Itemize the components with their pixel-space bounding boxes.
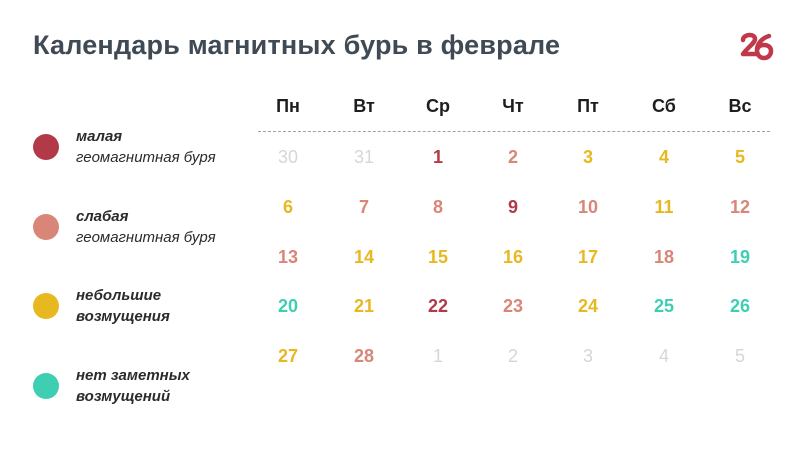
calendar-day: 17 [577, 247, 599, 267]
weak-storm-dot-icon [33, 214, 59, 240]
calendar-day: 8 [432, 197, 443, 217]
calendar-day: 21 [353, 296, 375, 316]
calendar-day: 12 [729, 197, 751, 217]
no-disturbances-dot-icon [33, 373, 59, 399]
weekday-tue: Вт [353, 96, 375, 116]
legend-item-weak-storm: слабая геомагнитная буря [33, 206, 253, 256]
calendar-day: 9 [507, 197, 518, 217]
calendar-day: 20 [277, 296, 299, 316]
page-title: Календарь магнитных бурь в феврале [33, 30, 561, 60]
calendar-day: 10 [577, 197, 599, 217]
legend-label: небольшие возмущения [76, 287, 170, 325]
calendar-day: 13 [277, 247, 299, 267]
calendar-day-other-month: 1 [432, 346, 443, 366]
weekday-mon: Пн [276, 96, 300, 116]
small-storm-dot-icon [33, 134, 59, 160]
legend-item-minor-disturbances: небольшие возмущения [33, 285, 253, 335]
weekday-wed: Ср [426, 96, 450, 116]
calendar-day: 26 [729, 296, 751, 316]
legend-label: нет заметных возмущений [76, 367, 190, 405]
calendar-day: 16 [502, 247, 524, 267]
legend-label: слабая геомагнитная буря [76, 208, 216, 246]
calendar-day-other-month: 5 [734, 346, 745, 366]
legend-item-small-storm: малая геомагнитная буря [33, 126, 253, 176]
header-divider [258, 131, 770, 132]
calendar-day: 5 [734, 147, 745, 167]
calendar-day: 22 [427, 296, 449, 316]
logo-26-icon [740, 32, 774, 61]
calendar-day: 3 [582, 147, 593, 167]
calendar-day: 19 [729, 247, 751, 267]
weekday-fri: Пт [577, 96, 599, 116]
calendar-day: 25 [653, 296, 675, 316]
calendar-day-other-month: 30 [277, 147, 299, 167]
calendar-day-other-month: 4 [658, 346, 669, 366]
calendar-day: 11 [654, 197, 674, 217]
minor-disturbances-dot-icon [33, 293, 59, 319]
calendar-day: 15 [427, 247, 449, 267]
calendar-day: 18 [653, 247, 675, 267]
calendar-day: 23 [502, 296, 524, 316]
calendar-day: 4 [658, 147, 669, 167]
legend-label: малая геомагнитная буря [76, 128, 216, 166]
calendar-day: 28 [353, 346, 375, 366]
calendar-day: 24 [577, 296, 599, 316]
calendar-day: 2 [507, 147, 518, 167]
calendar-day: 7 [358, 197, 369, 217]
weekday-sun: Вс [728, 96, 752, 116]
calendar-day: 27 [277, 346, 299, 366]
weekday-thu: Чт [502, 96, 524, 116]
legend-item-no-disturbances: нет заметных возмущений [33, 365, 253, 415]
calendar-day: 6 [282, 197, 293, 217]
calendar-day: 14 [353, 247, 375, 267]
weekday-header: Пн Вт Ср Чт Пт Сб Вс [250, 96, 780, 120]
weekday-sat: Сб [652, 96, 676, 116]
calendar-day-other-month: 2 [507, 346, 518, 366]
calendar-day-other-month: 3 [582, 346, 593, 366]
calendar-day: 1 [432, 147, 443, 167]
calendar-day-other-month: 31 [353, 147, 375, 167]
